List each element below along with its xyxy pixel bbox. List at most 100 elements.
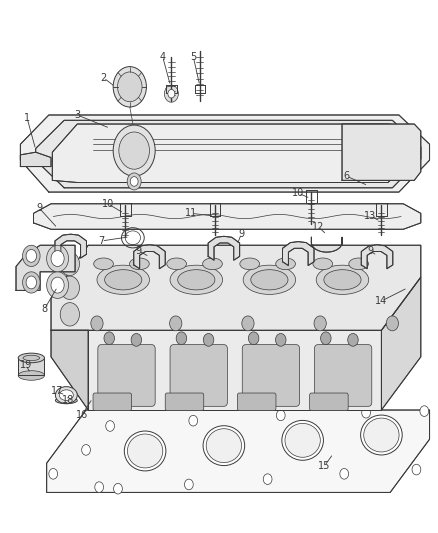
Ellipse shape [203, 426, 244, 466]
Polygon shape [282, 241, 313, 265]
Circle shape [320, 332, 330, 345]
Ellipse shape [243, 265, 295, 294]
Polygon shape [88, 330, 381, 410]
Ellipse shape [206, 429, 241, 463]
FancyBboxPatch shape [242, 345, 299, 406]
Circle shape [167, 90, 174, 98]
Ellipse shape [55, 397, 77, 403]
Polygon shape [46, 410, 428, 492]
Circle shape [276, 410, 285, 421]
Circle shape [361, 407, 370, 418]
Circle shape [275, 334, 286, 346]
Ellipse shape [177, 270, 215, 290]
Text: 16: 16 [75, 410, 88, 421]
Text: 19: 19 [20, 360, 32, 370]
Text: 1: 1 [24, 112, 30, 123]
Circle shape [188, 415, 197, 426]
Text: 9: 9 [135, 246, 141, 255]
Ellipse shape [93, 258, 113, 270]
Circle shape [113, 125, 155, 176]
Ellipse shape [124, 431, 166, 471]
Circle shape [113, 67, 146, 107]
Circle shape [22, 245, 40, 266]
Circle shape [117, 72, 142, 102]
Polygon shape [381, 277, 420, 410]
Circle shape [248, 332, 258, 345]
Circle shape [106, 421, 114, 431]
Ellipse shape [104, 270, 141, 290]
FancyBboxPatch shape [237, 393, 276, 410]
Ellipse shape [55, 386, 77, 403]
Text: 6: 6 [343, 171, 349, 181]
Text: 17: 17 [50, 386, 63, 397]
Polygon shape [20, 152, 51, 166]
Polygon shape [51, 330, 88, 410]
Ellipse shape [312, 258, 332, 270]
Circle shape [46, 272, 68, 298]
Circle shape [176, 332, 186, 345]
Circle shape [104, 332, 114, 345]
Ellipse shape [323, 270, 360, 290]
Circle shape [241, 316, 254, 331]
Ellipse shape [59, 390, 73, 400]
FancyBboxPatch shape [170, 345, 227, 406]
Ellipse shape [239, 258, 259, 270]
Polygon shape [208, 236, 239, 260]
Circle shape [22, 272, 40, 293]
Ellipse shape [315, 265, 368, 294]
Text: 9: 9 [36, 203, 42, 213]
Polygon shape [20, 115, 428, 192]
Circle shape [113, 483, 122, 494]
Circle shape [95, 482, 103, 492]
Circle shape [130, 176, 138, 186]
Text: 7: 7 [98, 236, 104, 246]
Ellipse shape [360, 415, 401, 455]
Circle shape [60, 276, 79, 300]
Circle shape [91, 316, 103, 331]
Polygon shape [134, 245, 165, 269]
Circle shape [347, 334, 357, 346]
Circle shape [263, 474, 272, 484]
Ellipse shape [170, 265, 222, 294]
Text: 5: 5 [190, 52, 196, 61]
Polygon shape [311, 237, 341, 252]
Text: 18: 18 [62, 395, 74, 406]
Circle shape [119, 132, 149, 169]
Circle shape [385, 316, 398, 331]
Ellipse shape [18, 370, 44, 380]
Circle shape [49, 469, 57, 479]
Circle shape [339, 469, 348, 479]
Ellipse shape [250, 270, 287, 290]
Circle shape [81, 445, 90, 455]
Polygon shape [360, 245, 392, 269]
Polygon shape [16, 245, 75, 290]
Text: 14: 14 [374, 296, 387, 306]
Ellipse shape [97, 265, 149, 294]
Circle shape [51, 277, 64, 293]
Circle shape [184, 479, 193, 490]
Text: 13: 13 [364, 211, 376, 221]
Circle shape [127, 173, 141, 190]
Polygon shape [35, 120, 420, 188]
Text: 15: 15 [318, 461, 330, 471]
Circle shape [419, 406, 427, 416]
Polygon shape [341, 124, 420, 180]
Circle shape [131, 334, 141, 346]
Ellipse shape [284, 423, 320, 457]
Text: 10: 10 [102, 199, 114, 209]
Circle shape [51, 251, 64, 266]
Circle shape [313, 316, 325, 331]
Text: 9: 9 [367, 246, 373, 255]
Ellipse shape [202, 258, 222, 270]
FancyBboxPatch shape [93, 393, 131, 410]
Circle shape [169, 316, 181, 331]
Circle shape [26, 276, 36, 289]
Polygon shape [33, 204, 420, 229]
Text: 3: 3 [74, 110, 80, 120]
Polygon shape [55, 234, 86, 258]
Text: 12: 12 [311, 222, 323, 232]
Ellipse shape [363, 418, 398, 452]
Ellipse shape [23, 356, 39, 361]
Text: 11: 11 [184, 208, 197, 219]
Ellipse shape [127, 434, 162, 468]
